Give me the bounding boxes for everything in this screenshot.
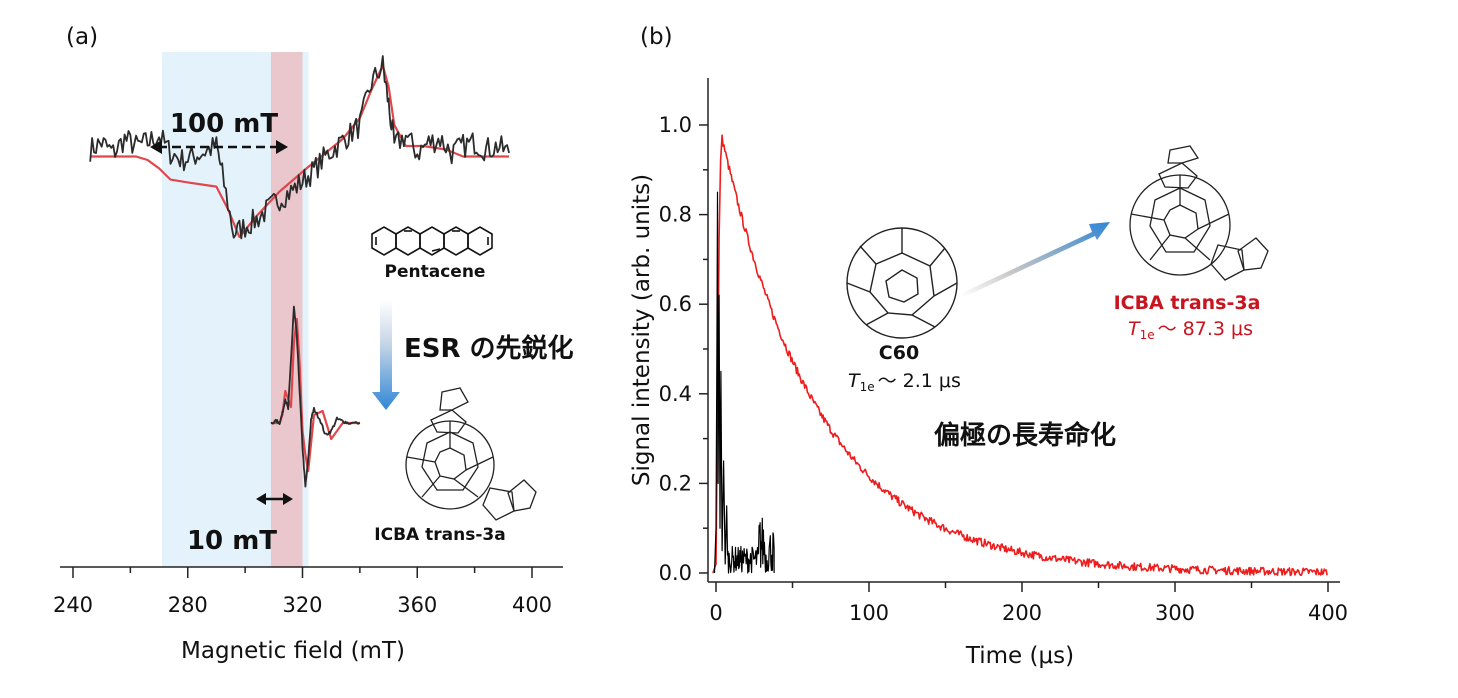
x-tick-label-b: 100 <box>849 601 889 625</box>
x-tick-label-b: 400 <box>1308 601 1348 625</box>
y-tick-label-b: 0.4 <box>659 382 692 406</box>
width-label-10mT: 10 mT <box>187 526 277 556</box>
x-axis-label-b: Time (μs) <box>965 643 1074 669</box>
width-arrow-10mT <box>256 493 293 505</box>
x-tick-label-a: 360 <box>397 593 437 617</box>
x-tick-label-a: 280 <box>168 593 208 617</box>
panel-b: (b) 0 100 200 300 400 0.0 0.2 0.4 0.6 0.8 1.0 Time… <box>629 24 1348 669</box>
lifetime-arrow <box>962 222 1110 297</box>
icba-molecule-a <box>405 387 537 521</box>
c60-t1-annotation: T1e 〜 2.1 μs <box>848 370 961 394</box>
lifetime-caption: 偏極の長寿命化 <box>934 420 1116 451</box>
pentacene-data-line <box>89 55 510 240</box>
panel-a: (a) 240 280 320 360 400 Magnetic field (mT) … <box>53 24 574 664</box>
width-arrow-100mT <box>150 140 288 154</box>
decay-curves <box>712 134 1328 577</box>
icba-molecule-b <box>1129 145 1269 281</box>
icba-label-b: ICBA trans-3a <box>1114 292 1261 314</box>
c60-decay-line <box>713 191 775 574</box>
x-tick-label-a: 400 <box>512 593 552 617</box>
icba-data-line <box>270 305 361 488</box>
panel-b-label: (b) <box>640 24 673 50</box>
pentacene-label: Pentacene <box>385 262 486 282</box>
c60-label: C60 <box>879 342 919 364</box>
y-tick-label-b: 0.2 <box>659 471 692 495</box>
esr-spectra <box>89 55 510 488</box>
y-tick-label-b: 0.6 <box>659 292 692 316</box>
icba-label-a: ICBA trans-3a <box>374 525 505 545</box>
icba-width-band <box>270 52 303 567</box>
icba-t1-annotation: T1e 〜 87.3 μs <box>1128 318 1253 342</box>
narrowing-caption: ESR の先鋭化 <box>404 333 574 364</box>
x-axis-ticks-a: 240 280 320 360 400 <box>53 567 552 617</box>
x-tick-label-b: 0 <box>709 601 722 625</box>
x-tick-label-b: 300 <box>1155 601 1195 625</box>
narrowing-arrow <box>372 300 400 410</box>
y-tick-label-b: 1.0 <box>659 113 692 137</box>
y-tick-label-b: 0.8 <box>659 203 692 227</box>
y-axis-label-b: Signal intensity (arb. units) <box>629 174 655 486</box>
x-tick-label-a: 320 <box>282 593 322 617</box>
x-axis-label-a: Magnetic field (mT) <box>181 638 405 664</box>
y-tick-label-b: 0.0 <box>659 561 692 585</box>
x-tick-label-a: 240 <box>53 593 93 617</box>
panel-a-label: (a) <box>66 24 98 50</box>
c60-molecule <box>846 227 958 339</box>
icba-decay-line <box>712 134 1328 577</box>
icba-fit-line <box>270 317 360 473</box>
width-label-100mT: 100 mT <box>170 109 278 139</box>
x-tick-label-b: 200 <box>1002 601 1042 625</box>
axis-ticks-b: 0 100 200 300 400 0.0 0.2 0.4 0.6 0.8 1.0 <box>659 113 1348 625</box>
pentacene-molecule <box>371 226 493 256</box>
